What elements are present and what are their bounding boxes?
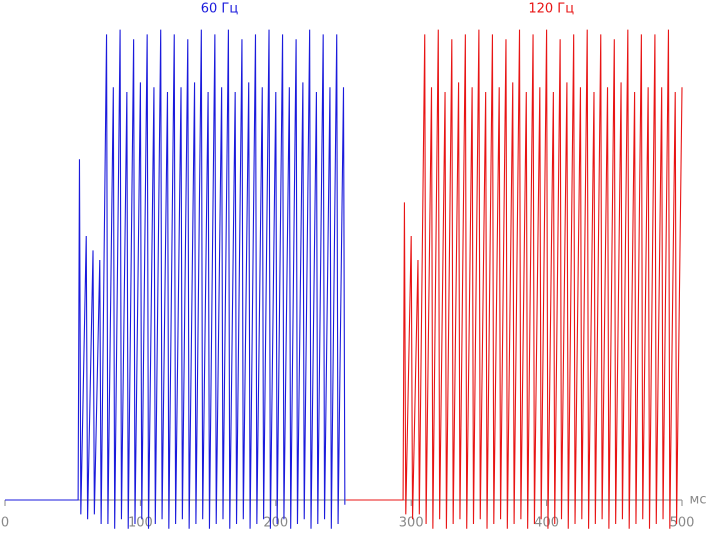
series-label: 120 Гц: [528, 2, 574, 17]
x-tick-label: 100: [128, 516, 153, 531]
series-line: [5, 29, 346, 529]
x-tick-label: 300: [399, 516, 424, 531]
series-line: [346, 29, 683, 529]
x-tick-label: 0: [1, 516, 9, 531]
series-label: 60 Гц: [201, 2, 239, 17]
x-tick-label: 500: [670, 516, 695, 531]
x-tick-label: 400: [534, 516, 559, 531]
x-tick-label: 200: [263, 516, 288, 531]
x-axis-label: мс: [690, 493, 707, 508]
